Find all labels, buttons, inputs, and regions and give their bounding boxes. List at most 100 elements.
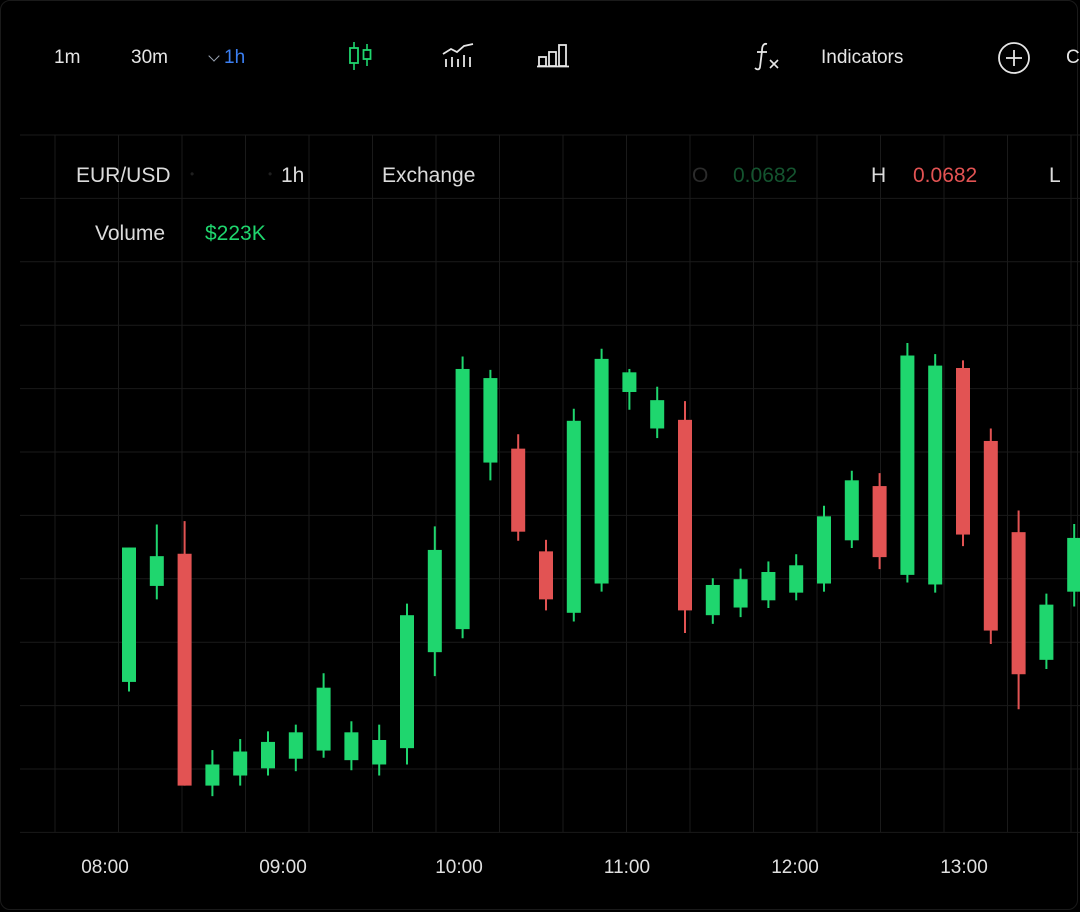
candle <box>483 369 498 481</box>
candle <box>205 750 220 797</box>
candle <box>400 603 414 765</box>
candle <box>900 343 915 583</box>
open-value: 0.0682 <box>733 164 798 187</box>
candle <box>1039 593 1054 669</box>
candle-body <box>928 365 943 585</box>
candle <box>566 408 581 622</box>
candle-body <box>344 732 359 761</box>
function-icon[interactable] <box>752 40 782 72</box>
truncated-toolbar-button[interactable]: C <box>1066 47 1080 68</box>
x-tick-label: 11:00 <box>604 857 650 878</box>
candle <box>872 473 887 570</box>
candle-body <box>316 687 331 751</box>
candle-body <box>678 419 692 611</box>
candle-body <box>900 355 915 575</box>
chart-toolbar: 1m 30m 1h Indicators C <box>0 0 1080 116</box>
volume-value: $223K <box>205 222 266 245</box>
line-chart-icon[interactable] <box>441 40 475 72</box>
interval-30m-button[interactable]: 30m <box>131 47 168 68</box>
candle-body <box>149 556 164 586</box>
volume-label: Volume <box>95 222 166 245</box>
candle-body <box>177 553 192 786</box>
candle <box>511 434 526 541</box>
candle <box>594 348 609 592</box>
interval-1m-button[interactable]: 1m <box>54 47 81 68</box>
separator-dot: • <box>268 167 273 181</box>
x-tick-label: 12:00 <box>771 857 819 878</box>
candle <box>122 547 136 692</box>
bar-chart-icon[interactable] <box>536 40 570 72</box>
candle-body <box>956 368 970 535</box>
x-axis: 08:00 09:00 10:00 11:00 12:00 13:00 <box>81 857 988 878</box>
candle-body <box>650 400 665 429</box>
x-tick-label: 13:00 <box>940 857 988 878</box>
indicators-button[interactable]: Indicators <box>821 47 904 68</box>
candle-body <box>733 579 748 608</box>
candle-body <box>511 448 526 532</box>
candle-body <box>844 480 859 541</box>
candle-body <box>400 615 414 749</box>
interval-label: 1h <box>281 164 305 187</box>
candle <box>650 386 665 439</box>
candle <box>427 526 442 677</box>
candle <box>261 731 275 776</box>
candle <box>928 354 943 593</box>
candle-body <box>983 440 998 631</box>
candle <box>789 554 804 601</box>
candle-body <box>122 547 136 682</box>
candle <box>1067 524 1080 607</box>
candle <box>1011 510 1026 710</box>
candle-body <box>455 368 470 630</box>
symbol-label: EUR/USD <box>76 164 171 187</box>
separator-dot: • <box>190 167 195 181</box>
high-label: H <box>871 164 887 187</box>
candle-body <box>817 516 831 584</box>
candle <box>316 673 331 758</box>
low-label: L <box>1049 164 1061 187</box>
candle <box>455 356 470 639</box>
x-tick-label: 09:00 <box>259 857 307 878</box>
candle-body <box>594 358 609 584</box>
candle-body <box>205 764 220 786</box>
candle <box>344 721 359 771</box>
candle <box>177 521 192 786</box>
candle-body <box>566 420 581 613</box>
candle <box>233 739 248 786</box>
candle <box>983 428 998 644</box>
candle-body <box>789 565 804 593</box>
candle <box>761 561 776 608</box>
candle <box>733 568 748 618</box>
interval-1h-button[interactable]: 1h <box>208 44 245 72</box>
candle-body <box>539 551 553 600</box>
candles <box>122 343 1080 797</box>
candle-body <box>872 486 887 558</box>
candle <box>288 724 303 772</box>
high-value: 0.0682 <box>913 164 978 187</box>
candle <box>844 470 859 548</box>
candle-body <box>288 732 303 759</box>
candle <box>817 505 831 592</box>
candle-body <box>1067 537 1080 592</box>
candle <box>705 578 720 624</box>
candle-body <box>1039 604 1054 660</box>
candle <box>956 360 970 547</box>
interval-1h-label: 1h <box>224 47 246 68</box>
candle-body <box>261 741 275 769</box>
candle-body <box>622 372 637 392</box>
candle-body <box>233 751 248 776</box>
candle-body <box>761 572 776 601</box>
candle-body <box>483 378 498 463</box>
x-tick-label: 10:00 <box>435 857 483 878</box>
plus-circle-icon[interactable] <box>997 41 1031 75</box>
candle <box>678 401 692 633</box>
open-label: O <box>692 164 709 187</box>
candle-body <box>1011 532 1026 675</box>
candlestick-icon[interactable] <box>347 40 375 72</box>
x-tick-label: 08:00 <box>81 857 129 878</box>
source-label: Exchange <box>382 164 476 187</box>
candle <box>372 724 387 776</box>
candle <box>622 368 637 410</box>
candle <box>149 524 164 600</box>
